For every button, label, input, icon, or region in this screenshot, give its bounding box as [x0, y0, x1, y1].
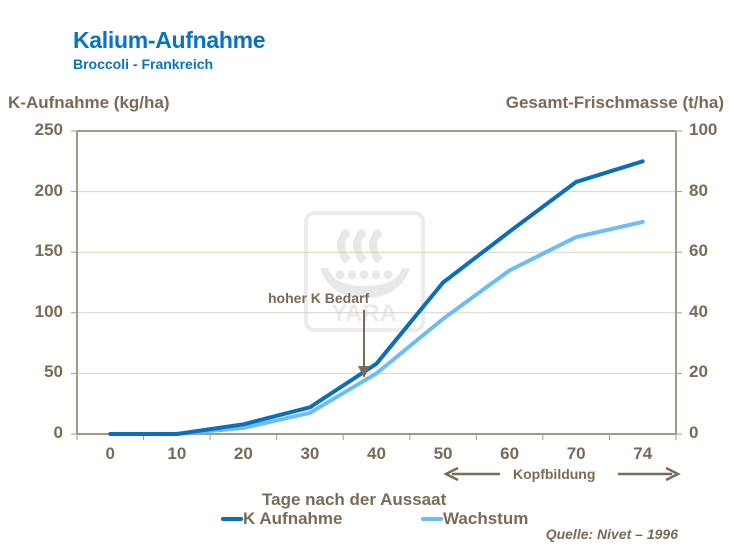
y-tick-label-right: 100	[689, 120, 718, 139]
watermark-sail-icon	[369, 228, 384, 264]
x-tick-label: 40	[367, 444, 386, 463]
y-tick-label-right: 60	[689, 241, 708, 261]
x-tick-label: 0	[105, 444, 115, 463]
legend-swatch-wachstum	[421, 517, 443, 521]
watermark-shield-icon	[347, 270, 357, 280]
y-tick-label-left: 50	[44, 362, 63, 382]
chart-title: Kalium-Aufnahme	[73, 27, 266, 53]
watermark-shield-icon	[359, 270, 369, 280]
series-line-k-aufnahme	[108, 159, 645, 436]
y-tick-label-left: 0	[53, 423, 63, 442]
annotation-kopfbildung: Kopfbildung	[513, 466, 596, 482]
watermark-shield-icon	[383, 270, 393, 280]
y-tick-label-right: 40	[689, 301, 708, 321]
watermark-sail-icon	[353, 228, 368, 264]
x-axis-title: Tage nach der Aussaat	[262, 490, 447, 509]
y-axis-right-title: Gesamt-Frischmasse (t/ha)	[505, 93, 724, 112]
annotation-hoher-k-bedarf: hoher K Bedarf	[268, 290, 370, 306]
legend-label-k-aufnahme: K Aufnahme	[243, 509, 343, 528]
y-tick-label-left: 150	[34, 241, 63, 261]
y-tick-label-left: 100	[34, 301, 63, 321]
watermark-sail-icon	[337, 228, 352, 264]
arrow-right-icon	[665, 466, 681, 482]
y-tick-label-right: 20	[689, 362, 708, 382]
watermark-shield-icon	[371, 270, 381, 280]
watermark-shield-icon	[335, 270, 345, 280]
y-axis-left-title: K-Aufnahme (kg/ha)	[8, 93, 170, 112]
x-tick-label: 30	[300, 444, 320, 463]
legend-item-wachstum: Wachstum	[421, 509, 528, 529]
x-tick-label: 70	[566, 444, 586, 463]
y-tick-label-left: 250	[34, 120, 63, 139]
x-tick-label: 60	[500, 444, 520, 463]
x-tick-label: 74	[633, 444, 653, 463]
arrow-down-icon	[358, 366, 370, 378]
chart-subtitle: Broccoli - Frankreich	[73, 56, 214, 72]
y-tick-label-left: 200	[34, 180, 63, 200]
legend-swatch-k-aufnahme	[221, 517, 243, 521]
x-tick-label: 10	[167, 444, 187, 463]
y-tick-label-right: 0	[689, 423, 699, 442]
x-tick-label: 20	[233, 444, 253, 463]
watermark-ship-icon	[320, 268, 410, 298]
y-tick-label-right: 80	[689, 180, 708, 200]
x-tick-label: 50	[433, 444, 453, 463]
legend-label-wachstum: Wachstum	[443, 509, 529, 528]
arrow-left-icon	[443, 466, 459, 482]
source-citation: Quelle: Nivet – 1996	[545, 526, 678, 542]
legend-item-k-aufnahme: K Aufnahme	[221, 509, 343, 529]
